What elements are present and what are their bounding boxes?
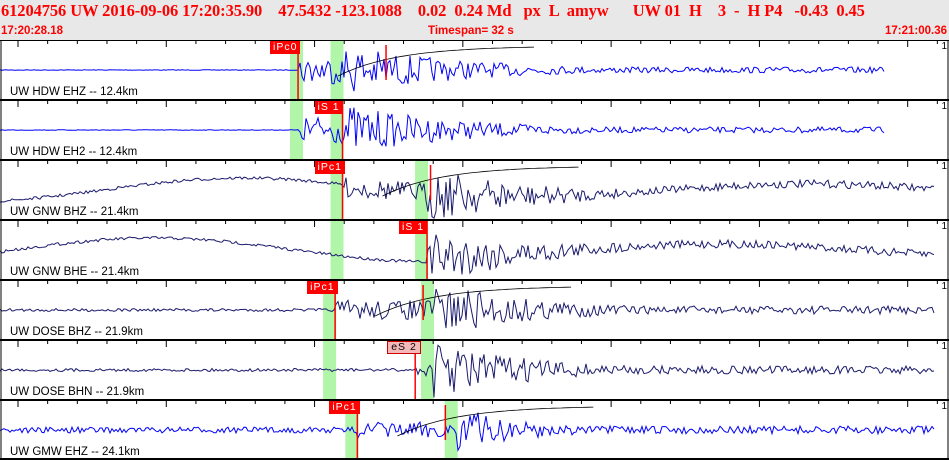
waveform-trace	[0, 288, 935, 329]
p-pick-window	[330, 220, 344, 280]
s-pick-window	[444, 400, 458, 460]
event-header: 61204756 UW 2016-09-06 17:20:35.90 47.54…	[0, 0, 949, 40]
waveform-trace	[0, 234, 935, 275]
waveform-trace	[0, 51, 885, 92]
channel-label: UW DOSE BHZ -- 21.9km	[10, 326, 143, 338]
channel-label: UW DOSE BHN -- 21.9km	[10, 386, 145, 398]
s-pick-window	[420, 280, 434, 340]
channel-label: UW GMW EHZ -- 24.1km	[10, 446, 140, 458]
channel-label: UW HDW EH2 -- 12.4km	[10, 146, 138, 158]
phase-pick-label[interactable]: iS 1	[399, 221, 428, 234]
scale-marker: 1	[941, 101, 947, 112]
waveform-trace	[0, 107, 885, 147]
scale-marker: 1	[941, 341, 947, 352]
p-pick-window	[323, 280, 337, 340]
p-pick-window	[330, 160, 344, 220]
channel-label: UW GNW BHE -- 21.4km	[10, 266, 140, 278]
phase-pick-label[interactable]: eS 2	[387, 341, 421, 354]
end-time: 17:21:00.36	[884, 25, 947, 37]
start-time: 17:20:28.18	[1, 25, 64, 37]
phase-pick-label[interactable]: iPc0	[270, 41, 301, 54]
event-summary: 61204756 UW 2016-09-06 17:20:35.90 47.54…	[1, 1, 865, 20]
waveform-trace	[0, 344, 935, 398]
scale-marker: 1	[941, 281, 947, 292]
phase-pick-label[interactable]: iPc1	[314, 161, 345, 174]
phase-pick-label[interactable]: iPc1	[329, 401, 360, 414]
channel-label: UW GNW BHZ -- 21.4km	[10, 206, 139, 218]
s-pick-window	[415, 220, 429, 280]
coda-curve	[337, 46, 535, 77]
seismogram-panels[interactable]	[0, 40, 949, 460]
coda-curve	[397, 406, 594, 437]
scale-marker: 1	[941, 401, 947, 412]
scale-marker: 1	[941, 41, 947, 52]
p-pick-window	[345, 400, 359, 460]
scale-marker: 1	[941, 221, 947, 232]
s-pick-window	[330, 100, 344, 160]
waveform-trace	[0, 412, 935, 452]
timespan: Timespan= 32 s	[428, 25, 514, 37]
s-pick-window	[330, 40, 344, 100]
phase-pick-label[interactable]: iPc1	[307, 281, 338, 294]
coda-curve	[374, 286, 572, 317]
phase-pick-label[interactable]: iS 1	[314, 101, 343, 114]
coda-curve	[382, 166, 579, 197]
waveform-trace	[0, 174, 935, 219]
scale-marker: 1	[941, 161, 947, 172]
channel-label: UW HDW EHZ -- 12.4km	[10, 86, 138, 98]
